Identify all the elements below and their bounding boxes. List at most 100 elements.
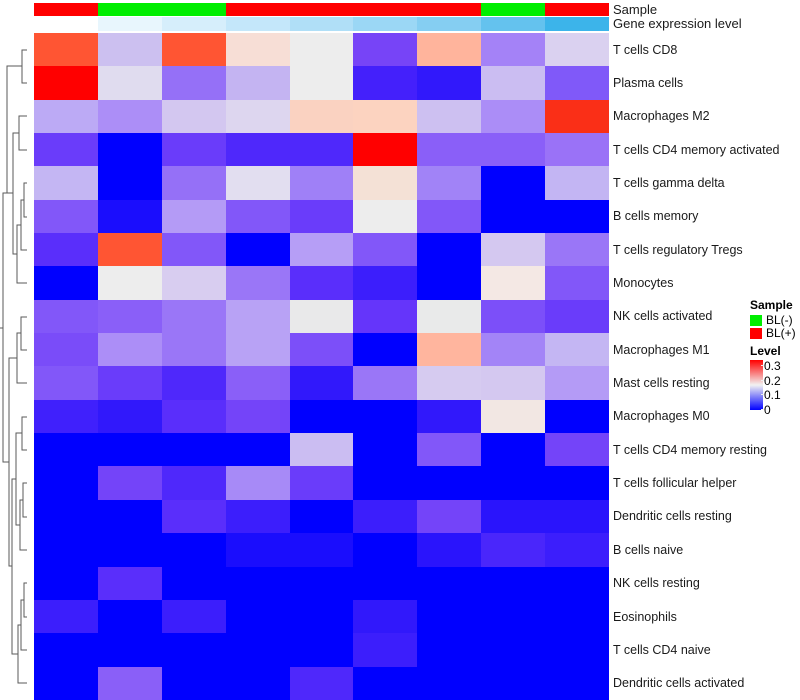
heatmap-cell[interactable] <box>545 466 610 500</box>
heatmap-cell[interactable] <box>161 166 226 200</box>
heatmap-cell[interactable] <box>353 633 418 667</box>
heatmap-cell[interactable] <box>34 666 98 700</box>
heatmap-cell[interactable] <box>225 633 290 667</box>
heatmap-cell[interactable] <box>289 566 354 600</box>
heatmap-cell[interactable] <box>97 499 162 534</box>
heatmap-cell[interactable] <box>34 366 98 400</box>
heatmap-cell[interactable] <box>289 33 354 67</box>
heatmap-cell[interactable] <box>34 33 98 67</box>
heatmap-cell[interactable] <box>353 299 418 334</box>
heatmap-cell[interactable] <box>289 99 354 134</box>
heatmap-cell[interactable] <box>481 633 546 667</box>
heatmap-cell[interactable] <box>353 566 418 600</box>
heatmap-cell[interactable] <box>289 166 354 200</box>
heatmap-cell[interactable] <box>353 233 418 267</box>
heatmap-cell[interactable] <box>353 433 418 467</box>
heatmap-cell[interactable] <box>545 666 610 700</box>
heatmap-cell[interactable] <box>161 233 226 267</box>
heatmap-cell[interactable] <box>545 433 610 467</box>
heatmap-cell[interactable] <box>289 633 354 667</box>
heatmap-cell[interactable] <box>353 399 418 434</box>
heatmap-cell[interactable] <box>481 133 546 167</box>
heatmap-cell[interactable] <box>34 533 98 567</box>
heatmap-cell[interactable] <box>481 299 546 334</box>
heatmap-cell[interactable] <box>417 166 482 200</box>
heatmap-cell[interactable] <box>545 166 610 200</box>
heatmap-cell[interactable] <box>161 199 226 234</box>
heatmap-cell[interactable] <box>97 666 162 700</box>
heatmap-cell[interactable] <box>481 333 546 367</box>
heatmap-cell[interactable] <box>481 266 546 300</box>
heatmap-cell[interactable] <box>545 133 610 167</box>
heatmap-cell[interactable] <box>353 599 418 634</box>
heatmap-cell[interactable] <box>417 466 482 500</box>
heatmap-cell[interactable] <box>481 533 546 567</box>
heatmap-cell[interactable] <box>289 599 354 634</box>
heatmap-cell[interactable] <box>481 166 546 200</box>
heatmap-cell[interactable] <box>481 599 546 634</box>
heatmap-cell[interactable] <box>225 533 290 567</box>
heatmap-cell[interactable] <box>225 133 290 167</box>
heatmap-cell[interactable] <box>97 533 162 567</box>
heatmap-cell[interactable] <box>545 366 610 400</box>
heatmap-cell[interactable] <box>545 66 610 100</box>
heatmap-cell[interactable] <box>353 333 418 367</box>
heatmap-cell[interactable] <box>289 199 354 234</box>
heatmap-cell[interactable] <box>225 666 290 700</box>
heatmap-cell[interactable] <box>97 166 162 200</box>
heatmap-cell[interactable] <box>34 433 98 467</box>
heatmap-cell[interactable] <box>353 99 418 134</box>
heatmap-cell[interactable] <box>161 466 226 500</box>
heatmap-grid[interactable] <box>34 33 610 700</box>
heatmap-cell[interactable] <box>225 266 290 300</box>
heatmap-cell[interactable] <box>34 199 98 234</box>
heatmap-cell[interactable] <box>161 99 226 134</box>
heatmap-cell[interactable] <box>34 599 98 634</box>
heatmap-cell[interactable] <box>289 299 354 334</box>
heatmap-cell[interactable] <box>417 233 482 267</box>
heatmap-cell[interactable] <box>545 533 610 567</box>
heatmap-cell[interactable] <box>225 599 290 634</box>
heatmap-cell[interactable] <box>289 333 354 367</box>
heatmap-cell[interactable] <box>34 266 98 300</box>
heatmap-cell[interactable] <box>545 99 610 134</box>
heatmap-cell[interactable] <box>161 399 226 434</box>
heatmap-cell[interactable] <box>225 299 290 334</box>
heatmap-cell[interactable] <box>545 633 610 667</box>
heatmap-cell[interactable] <box>225 399 290 434</box>
heatmap-cell[interactable] <box>545 266 610 300</box>
heatmap-cell[interactable] <box>481 466 546 500</box>
heatmap-cell[interactable] <box>481 199 546 234</box>
heatmap-cell[interactable] <box>161 599 226 634</box>
heatmap-cell[interactable] <box>161 333 226 367</box>
heatmap-cell[interactable] <box>417 99 482 134</box>
heatmap-cell[interactable] <box>97 366 162 400</box>
heatmap-cell[interactable] <box>417 266 482 300</box>
heatmap-cell[interactable] <box>34 333 98 367</box>
heatmap-cell[interactable] <box>97 466 162 500</box>
heatmap-cell[interactable] <box>545 299 610 334</box>
heatmap-cell[interactable] <box>161 266 226 300</box>
heatmap-cell[interactable] <box>481 399 546 434</box>
heatmap-cell[interactable] <box>481 366 546 400</box>
heatmap-cell[interactable] <box>353 533 418 567</box>
heatmap-cell[interactable] <box>97 99 162 134</box>
heatmap-cell[interactable] <box>97 299 162 334</box>
heatmap-cell[interactable] <box>289 266 354 300</box>
heatmap-cell[interactable] <box>97 233 162 267</box>
heatmap-cell[interactable] <box>225 199 290 234</box>
heatmap-cell[interactable] <box>545 566 610 600</box>
heatmap-cell[interactable] <box>97 433 162 467</box>
heatmap-cell[interactable] <box>481 666 546 700</box>
heatmap-cell[interactable] <box>225 99 290 134</box>
heatmap-cell[interactable] <box>353 266 418 300</box>
heatmap-cell[interactable] <box>481 33 546 67</box>
heatmap-cell[interactable] <box>97 33 162 67</box>
heatmap-cell[interactable] <box>225 566 290 600</box>
heatmap-cell[interactable] <box>545 199 610 234</box>
heatmap-cell[interactable] <box>225 333 290 367</box>
heatmap-cell[interactable] <box>481 99 546 134</box>
heatmap-cell[interactable] <box>97 66 162 100</box>
heatmap-cell[interactable] <box>225 366 290 400</box>
heatmap-cell[interactable] <box>97 333 162 367</box>
